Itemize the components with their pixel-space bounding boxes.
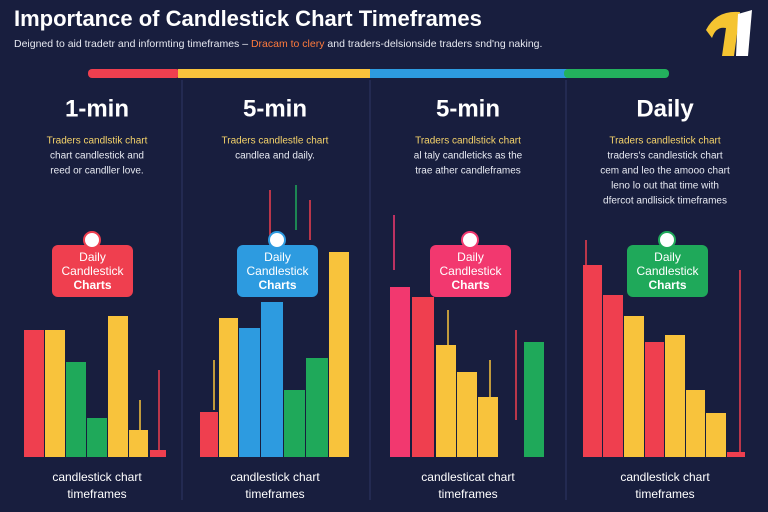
candle-bar	[239, 328, 260, 457]
subtitle: Deigned to aid tradetr and informting ti…	[14, 38, 542, 50]
badge-text: Daily	[264, 250, 291, 264]
panel-heading: 1-min	[65, 95, 129, 122]
candle-bar	[583, 265, 602, 457]
panel-footer: timeframes	[245, 487, 304, 501]
candle-bar	[524, 342, 544, 457]
badge-text: Candlestick	[439, 264, 502, 278]
badge-text: Daily	[654, 250, 681, 264]
candle-bar	[306, 358, 328, 457]
badge-text: Charts	[73, 278, 111, 292]
candle-bar	[45, 330, 65, 457]
candle-bar	[665, 335, 685, 457]
badge	[627, 245, 708, 297]
subtitle-part: Deigned to aid tradetr and informting ti…	[14, 38, 251, 50]
panel-description: leno lo out that time with	[611, 181, 719, 192]
panel-footer: timeframes	[635, 487, 694, 501]
candle-bar	[108, 316, 128, 457]
candle-bar	[24, 330, 44, 457]
panel-heading: 5-min	[243, 95, 307, 122]
color-strip	[370, 69, 568, 78]
candle-bar	[645, 342, 664, 457]
badge-text: Charts	[258, 278, 296, 292]
badge-text: Daily	[457, 250, 484, 264]
color-strip	[88, 69, 180, 78]
panel-footer: timeframes	[67, 487, 126, 501]
panel-description: chart candlestick and	[50, 151, 144, 162]
badge-text: Candlestick	[636, 264, 699, 278]
candle-bar	[436, 345, 456, 457]
panel-heading: Daily	[636, 95, 694, 122]
panel-description: cem and leo the amooo chart	[600, 166, 730, 177]
candle-bar	[329, 252, 349, 457]
subtitle-part: and traders-delsionside traders snd'ng n…	[324, 38, 542, 50]
badge-icon	[658, 231, 676, 249]
candle-bar	[457, 372, 477, 457]
candle-bar	[478, 397, 498, 457]
candle-bar	[390, 287, 410, 457]
title: Importance of Candlestick Chart Timefram…	[14, 6, 482, 31]
candle-bar	[412, 297, 434, 457]
panel-description: Traders candlstik chart	[47, 136, 148, 147]
panel-footer: candlestick chart	[230, 470, 320, 484]
badge-text: Charts	[451, 278, 489, 292]
panel-footer: candlesticat chart	[421, 470, 515, 484]
subtitle-highlight: Dracam to clery	[251, 38, 325, 50]
candle-bar	[261, 302, 283, 457]
panel-description: trae ather candleframes	[415, 166, 521, 177]
candle-bar	[686, 390, 705, 457]
panel-description: candlea and daily.	[235, 151, 315, 162]
candle-bar	[129, 430, 148, 457]
candle-bar	[603, 295, 623, 457]
candle-bar	[66, 362, 86, 457]
badge-text: Charts	[648, 278, 686, 292]
badge-text: Candlestick	[246, 264, 309, 278]
color-strip	[564, 69, 669, 78]
panel-footer: timeframes	[438, 487, 497, 501]
panel-description: al taly candleticks as the	[414, 151, 523, 162]
candle-bar	[727, 452, 745, 457]
panel-description: Traders candlestick chart	[609, 136, 721, 147]
candle-bar	[284, 390, 305, 457]
panel-description: Traders candlstick chart	[415, 136, 521, 147]
color-strip	[178, 69, 372, 78]
badge-text: Daily	[79, 250, 106, 264]
candle-bar	[200, 412, 218, 457]
panel-footer: candlestick chart	[620, 470, 710, 484]
candle-bar	[706, 413, 726, 457]
panel-description: traders's candlestick chart	[607, 151, 723, 162]
panel-footer: candlestick chart	[52, 470, 142, 484]
badge	[430, 245, 511, 297]
panel-description: Traders candlestle chart	[222, 136, 329, 147]
badge-icon	[461, 231, 479, 249]
candle-bar	[150, 450, 166, 457]
candle-bar	[87, 418, 107, 457]
panel-description: dfercot andlisick timeframes	[603, 196, 727, 207]
candle-bar	[624, 316, 644, 457]
badge	[52, 245, 133, 297]
candle-bar	[219, 318, 238, 457]
logo	[706, 10, 752, 56]
badge	[237, 245, 318, 297]
panel-description: reed or candller love.	[50, 166, 143, 177]
badge-icon	[268, 231, 286, 249]
badge-icon	[83, 231, 101, 249]
badge-text: Candlestick	[61, 264, 124, 278]
panel-heading: 5-min	[436, 95, 500, 122]
